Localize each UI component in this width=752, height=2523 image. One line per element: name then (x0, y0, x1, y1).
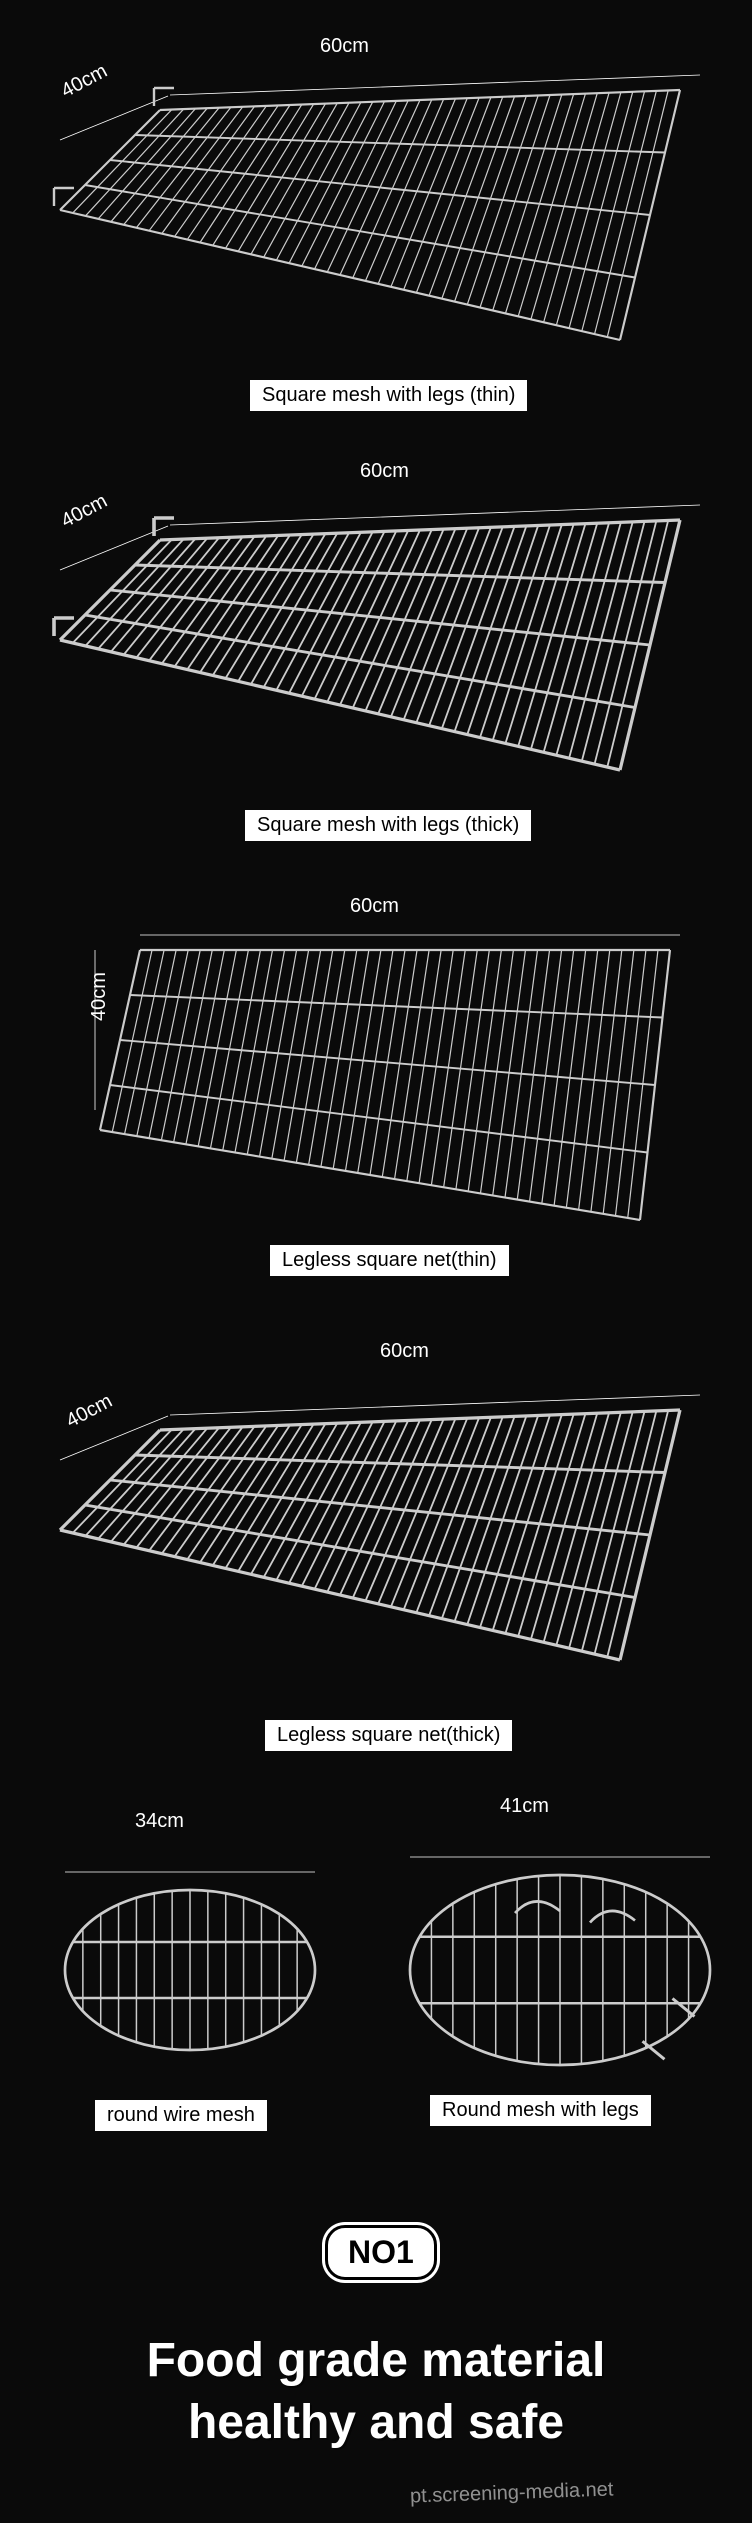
mesh-round-plain (40, 1830, 340, 2090)
caption-round2: Round mesh with legs (430, 2095, 651, 2126)
caption-rect1: Square mesh with legs (thin) (250, 380, 527, 411)
dim-width-label: 60cm (320, 35, 369, 58)
caption-rect2: Square mesh with legs (thick) (245, 810, 531, 841)
headline-line1: Food grade material (147, 2334, 606, 2387)
caption-rect4: Legless square net(thick) (265, 1720, 512, 1751)
no1-badge: NO1 (325, 2225, 437, 2280)
product-infographic: 60cm 40cm Square mesh with legs (thin) 6… (0, 0, 752, 2523)
headline: Food grade material healthy and safe (0, 2330, 752, 2455)
mesh-rect-thin-legless (60, 910, 700, 1240)
caption-rect3: Legless square net(thin) (270, 1245, 509, 1276)
mesh-round-legs (390, 1820, 730, 2100)
watermark-text: pt.screening-media.net (410, 2478, 614, 2508)
caption-round1: round wire mesh (95, 2100, 267, 2131)
mesh-rect-thick-legs (40, 490, 710, 810)
mesh-rect-thick-legless (40, 1380, 710, 1720)
dim-width-label: 60cm (360, 460, 409, 483)
mesh-rect-thin-legs (40, 60, 710, 380)
headline-line2: healthy and safe (188, 2396, 564, 2449)
dim-width-label: 60cm (380, 1340, 429, 1363)
dim-diameter-label: 41cm (500, 1795, 549, 1818)
